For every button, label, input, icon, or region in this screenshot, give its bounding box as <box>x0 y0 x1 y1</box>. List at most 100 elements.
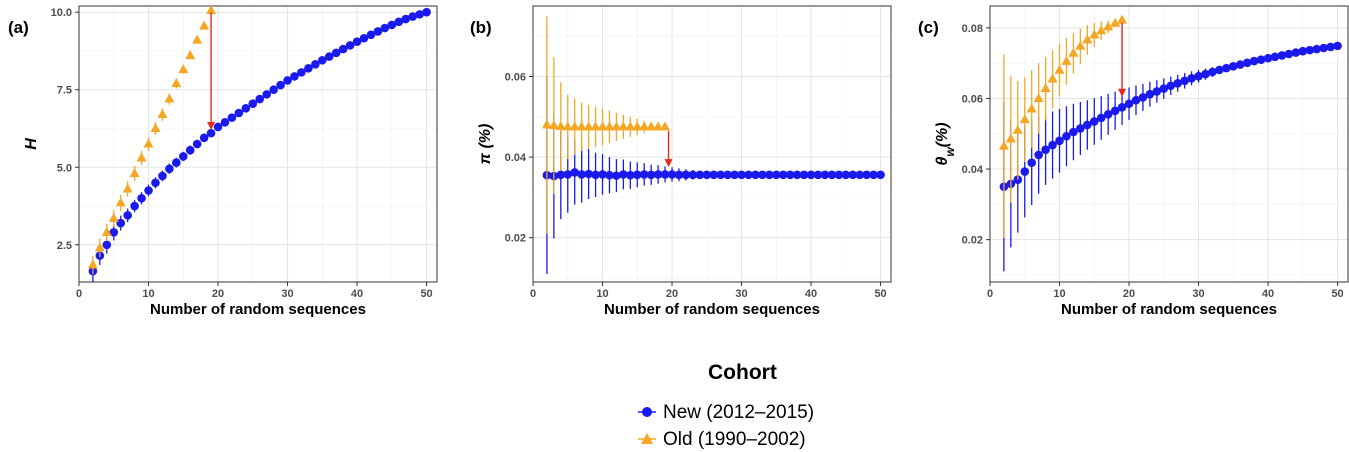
point <box>806 170 816 180</box>
point <box>660 170 670 179</box>
point <box>639 121 650 131</box>
x-tick-label: 50 <box>1331 288 1343 300</box>
point <box>674 170 684 180</box>
point <box>1138 93 1148 102</box>
point <box>144 186 153 195</box>
point <box>1333 41 1342 51</box>
point <box>1312 44 1322 54</box>
x-axis-title: Number of random sequences <box>604 301 820 318</box>
point <box>1249 56 1259 66</box>
point <box>1034 150 1043 160</box>
point <box>151 178 160 188</box>
y-tick-label: 5.0 <box>57 162 72 174</box>
point <box>772 170 781 180</box>
point <box>171 78 182 88</box>
y-tick-label: 10.0 <box>51 7 72 19</box>
x-tick-label: 30 <box>281 288 293 300</box>
point <box>234 108 244 118</box>
point <box>213 122 223 132</box>
point <box>1062 131 1071 141</box>
x-tick-label: 30 <box>1192 288 1204 300</box>
point <box>311 60 320 69</box>
point <box>1068 47 1079 57</box>
point <box>556 170 566 180</box>
x-tick-label: 0 <box>76 288 82 300</box>
point <box>338 44 348 54</box>
point <box>1180 76 1189 86</box>
point <box>1027 158 1037 168</box>
point <box>1166 81 1176 91</box>
point <box>1026 103 1037 113</box>
point <box>178 152 188 161</box>
point <box>625 121 636 131</box>
point <box>1277 51 1287 60</box>
point <box>1326 42 1335 52</box>
y-tick-label: 7.5 <box>57 85 72 97</box>
point <box>1089 29 1100 39</box>
legend-new-marker <box>642 407 652 417</box>
point <box>862 170 871 180</box>
point <box>604 121 615 131</box>
point <box>115 197 126 207</box>
y-tick-label: 0.04 <box>505 152 527 164</box>
panel-letter: (a) <box>8 18 29 37</box>
point <box>998 140 1009 150</box>
point <box>185 145 195 155</box>
point <box>415 10 424 19</box>
point <box>632 170 642 180</box>
x-tick-label: 20 <box>212 288 224 300</box>
point <box>359 33 369 43</box>
panel-a: 0 10 20 30 40 50 2.5 5.0 7.5 10.0 Number of random… <box>8 5 438 318</box>
y-axis-title-subscript: w <box>943 147 957 157</box>
point <box>1201 69 1210 79</box>
point <box>577 170 586 179</box>
point <box>401 14 411 24</box>
point <box>157 109 168 119</box>
series-new <box>88 7 431 282</box>
series-new <box>999 41 1342 272</box>
y-tick-label: 0.02 <box>962 235 983 247</box>
point <box>108 212 119 222</box>
point <box>1096 113 1106 123</box>
point <box>1194 71 1203 81</box>
y-tick-label: 0.02 <box>505 233 526 245</box>
point <box>1270 52 1280 62</box>
point <box>109 228 119 237</box>
point <box>695 170 705 180</box>
legend: Cohort New (2012–2015) Old (1990–2002) <box>638 361 814 450</box>
point <box>1208 67 1217 77</box>
y-tick-label: 0.06 <box>505 72 526 84</box>
plot-border <box>78 5 438 283</box>
point <box>730 170 739 180</box>
arrow-head <box>207 122 216 131</box>
panel-letter: (b) <box>470 18 492 37</box>
point <box>1020 167 1030 176</box>
x-tick-label: 40 <box>1262 288 1274 300</box>
point <box>611 121 622 131</box>
x-tick-label: 0 <box>987 288 993 300</box>
point <box>185 50 196 60</box>
point <box>178 64 189 74</box>
point <box>758 170 767 180</box>
point <box>834 170 844 180</box>
point <box>318 55 327 65</box>
point <box>591 170 600 180</box>
x-tick-label: 40 <box>351 288 363 300</box>
point <box>576 121 587 131</box>
point <box>137 193 146 203</box>
panel-b: 0 10 20 30 40 50 0.02 0.04 0.06 Number of random … <box>470 5 892 318</box>
point <box>227 113 237 122</box>
point <box>1076 124 1085 133</box>
x-tick-label: 10 <box>596 288 608 300</box>
point <box>262 90 271 99</box>
point <box>1033 92 1044 102</box>
point <box>583 121 594 131</box>
point <box>1019 114 1030 124</box>
point <box>130 201 139 211</box>
y-tick-label: 0.06 <box>962 93 983 105</box>
point <box>1103 110 1113 119</box>
y-tick-label: 0.04 <box>962 164 984 176</box>
point <box>1069 127 1078 137</box>
point <box>1152 87 1162 96</box>
point <box>206 128 216 138</box>
